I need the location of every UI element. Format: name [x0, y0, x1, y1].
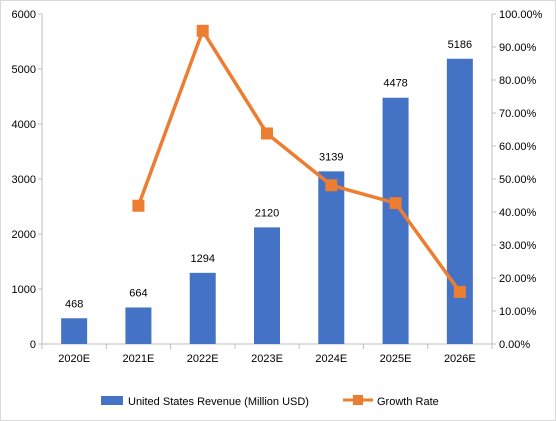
revenue-bar: [446, 58, 473, 345]
revenue-data-label: 468: [65, 298, 83, 310]
growth-rate-marker: [261, 127, 273, 140]
revenue-data-label: 4478: [383, 78, 407, 90]
data-labels: 468 664 1294 2120 3139 4478 5186: [65, 39, 472, 310]
y-left-tick-label: 3000: [12, 174, 36, 186]
legend-label-growth: Growth Rate: [377, 396, 439, 408]
y-right-tick-label: 90.00%: [499, 42, 537, 54]
y-right-tick-label: 60.00%: [499, 141, 537, 153]
y-left-tick-label: 6000: [12, 9, 36, 21]
y-left-tick-label: 1000: [12, 284, 36, 296]
y-right-tick-label: 40.00%: [499, 207, 537, 219]
growth-rate-marker: [389, 197, 402, 210]
legend: United States Revenue (Million USD) Grow…: [101, 395, 439, 408]
revenue-bar: [318, 171, 345, 344]
revenue-bar: [61, 318, 88, 344]
x-tick-label: 2023E: [251, 353, 283, 365]
y-right-tick-label: 50.00%: [499, 174, 537, 186]
x-tick-label: 2025E: [380, 353, 412, 365]
bar-series: [61, 58, 473, 345]
y-right-tick-label: 80.00%: [499, 75, 537, 87]
revenue-bar: [189, 272, 216, 344]
growth-rate-marker: [196, 24, 209, 37]
growth-rate-marker: [132, 199, 145, 212]
revenue-data-label: 664: [129, 287, 147, 299]
y-left-tick-label: 2000: [12, 229, 36, 241]
growth-rate-line: [136, 29, 462, 293]
x-tick-label: 2026E: [444, 353, 476, 365]
axes: 0 1000 2000 3000 4000 5000 6000 0.00% 10.00% 20.0…: [12, 9, 543, 365]
line-series: [132, 24, 466, 298]
x-tick-label: 2022E: [187, 353, 219, 365]
y-left-tick-label: 4000: [12, 119, 36, 131]
legend-marker-growth: [353, 395, 363, 405]
revenue-bar: [254, 227, 280, 344]
y-right-tick-label: 30.00%: [499, 240, 537, 252]
revenue-data-label: 1294: [190, 253, 214, 265]
x-tick-label: 2024E: [315, 353, 347, 365]
y-right-tick-label: 0.00%: [499, 339, 530, 351]
revenue-data-label: 2120: [255, 207, 279, 219]
y-right-tick-label: 10.00%: [499, 306, 537, 318]
legend-label-revenue: United States Revenue (Million USD): [128, 396, 309, 408]
y-right-tick-label: 70.00%: [499, 108, 537, 120]
legend-swatch-revenue: [101, 396, 123, 405]
x-tick-label: 2020E: [58, 353, 90, 365]
x-tick-label: 2021E: [123, 353, 155, 365]
growth-rate-marker: [453, 285, 466, 298]
y-right-tick-label: 100.00%: [499, 9, 543, 21]
y-left-tick-label: 5000: [12, 64, 36, 76]
revenue-data-label: 3139: [319, 151, 343, 163]
revenue-bar: [125, 307, 152, 344]
y-left-tick-label: 0: [30, 339, 36, 351]
revenue-data-label: 5186: [448, 39, 472, 51]
revenue-bar: [382, 97, 409, 345]
growth-rate-marker: [325, 179, 338, 192]
y-right-tick-label: 20.00%: [499, 273, 537, 285]
